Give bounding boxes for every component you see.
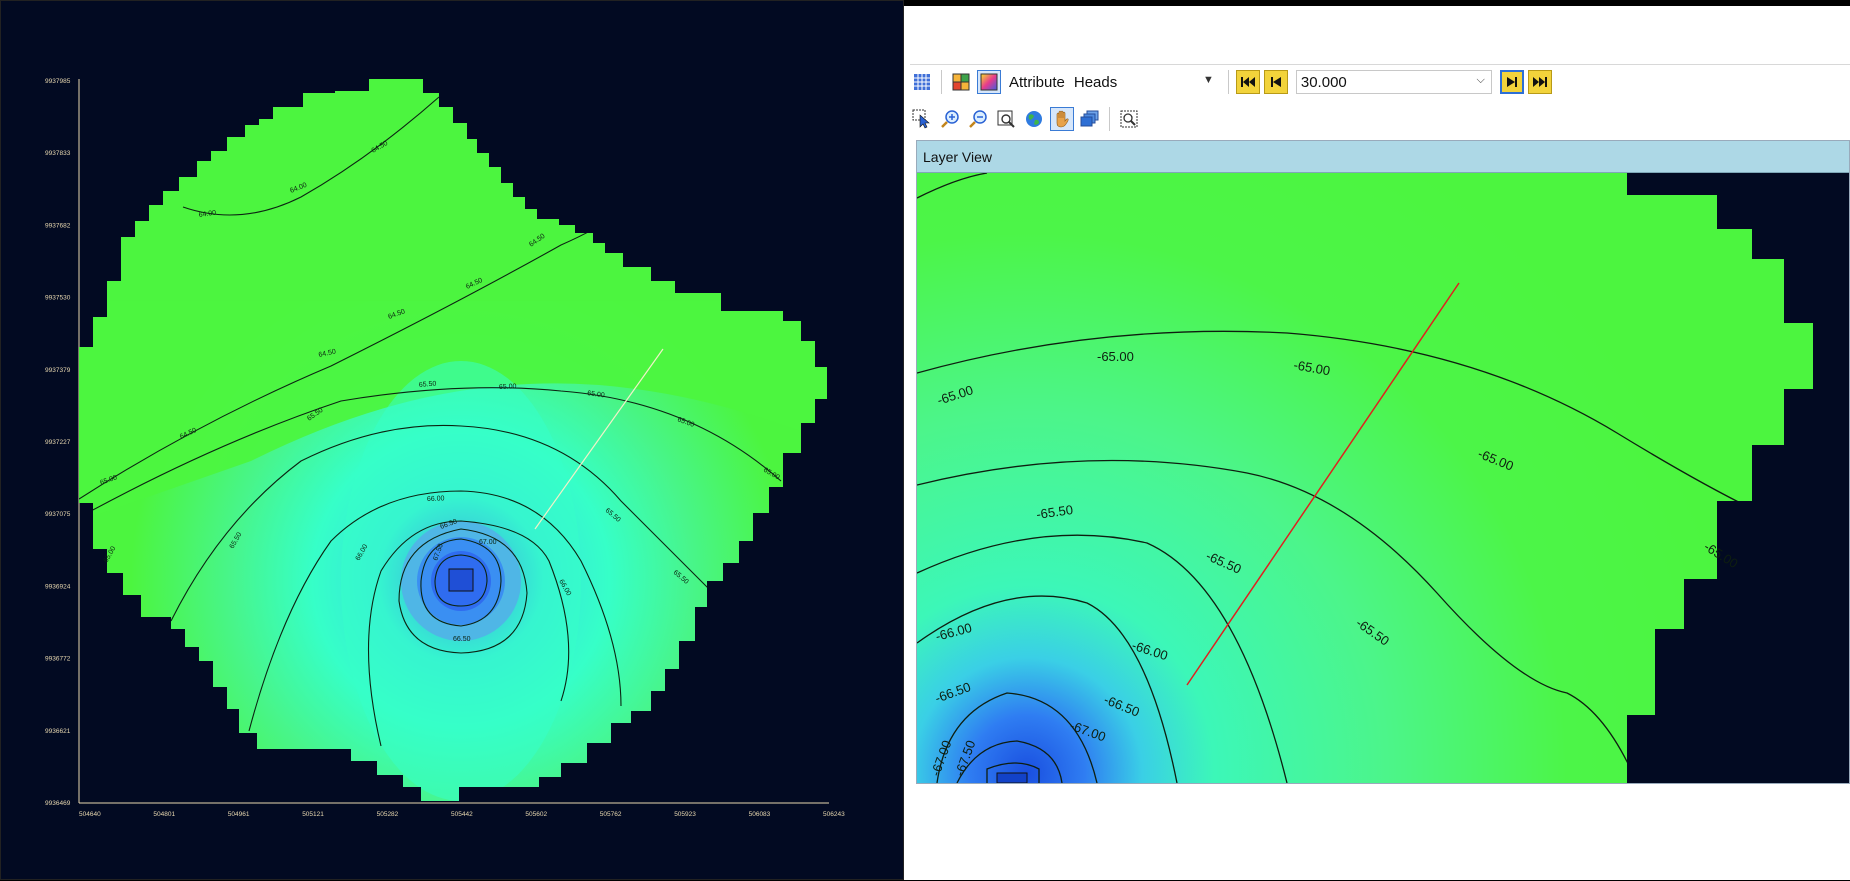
contour-label: 64.50 xyxy=(318,348,337,359)
last-frame-icon[interactable] xyxy=(1527,70,1552,94)
x-tick-label: 504961 xyxy=(228,811,250,818)
y-tick-label: 9936772 xyxy=(45,656,71,663)
contour-label: -65.00 xyxy=(1097,349,1134,364)
chevron-down-icon: ⌵ xyxy=(1476,74,1485,86)
x-tick-label: 505923 xyxy=(674,811,696,818)
globe-icon[interactable] xyxy=(1022,107,1046,131)
y-tick-label: 9937379 xyxy=(45,367,71,374)
x-tick-label: 505282 xyxy=(377,811,399,818)
dropdown-arrow-icon: ▼ xyxy=(1202,74,1214,86)
pan-hand-icon[interactable] xyxy=(1050,107,1074,131)
cross-section-line[interactable] xyxy=(1186,282,1460,686)
y-tick-label: 9937227 xyxy=(45,439,71,446)
color-grid-icon[interactable] xyxy=(949,70,973,94)
zoom-extent-icon[interactable] xyxy=(994,107,1018,131)
x-axis-ticks: 504640 504801 504961 505121 505282 505442 5056… xyxy=(79,811,845,818)
x-tick-label: 504640 xyxy=(79,811,101,818)
y-tick-label: 9937682 xyxy=(45,222,71,229)
contour-label: 67.00 xyxy=(479,539,497,546)
y-tick-label: 9936924 xyxy=(45,583,71,590)
zoom-window-icon[interactable] xyxy=(1117,107,1141,131)
layer-view-title: Layer View xyxy=(917,141,1849,173)
contour-label: 65.00 xyxy=(587,390,605,399)
layers-icon[interactable] xyxy=(1078,107,1102,131)
x-tick-label: 505602 xyxy=(525,811,547,818)
contour-label: 66.00 xyxy=(427,495,445,503)
navigation-toolbar xyxy=(910,102,1141,136)
x-tick-label: 505762 xyxy=(600,811,622,818)
x-tick-label: 506243 xyxy=(823,811,845,818)
head-field xyxy=(79,79,827,801)
time-step-select[interactable]: 30.000 ⌵ xyxy=(1295,70,1492,94)
first-frame-icon[interactable] xyxy=(1235,70,1260,94)
x-tick-label: 504801 xyxy=(153,811,175,818)
select-pointer-icon[interactable] xyxy=(910,107,934,131)
x-tick-label: 506083 xyxy=(749,811,771,818)
next-frame-icon[interactable] xyxy=(1499,70,1524,94)
attribute-label: Attribute xyxy=(1009,73,1065,91)
contour-label: 66.50 xyxy=(453,636,471,643)
attribute-value: Heads xyxy=(1073,73,1118,91)
contour-label: -65.00 xyxy=(1292,357,1331,378)
y-tick-label: 9936621 xyxy=(45,728,71,735)
contour-map-panel: 9937985 9937833 9937682 9937530 9937379 99372… xyxy=(0,0,904,880)
zoom-out-icon[interactable] xyxy=(966,107,990,131)
attribute-toolbar: Attribute Heads ▼ 30.000 ⌵ xyxy=(910,64,1850,99)
contour-label: 65.00 xyxy=(499,383,517,391)
color-map-icon[interactable] xyxy=(977,70,1001,94)
x-tick-label: 505442 xyxy=(451,811,473,818)
contour-map-plot: 9937985 9937833 9937682 9937530 9937379 99372… xyxy=(45,78,845,818)
y-tick-label: 9937985 xyxy=(45,78,71,85)
time-step-value: 30.000 xyxy=(1300,73,1347,91)
contour-label: 64.00 xyxy=(198,210,216,219)
contour-label: 65.50 xyxy=(419,380,437,389)
layer-view-window: Attribute Heads ▼ 30.000 ⌵ xyxy=(904,6,1850,880)
x-tick-label: 505121 xyxy=(302,811,324,818)
y-tick-label: 9937833 xyxy=(45,150,71,157)
grid-icon[interactable] xyxy=(910,70,934,94)
y-axis-ticks: 9937985 9937833 9937682 9937530 9937379 99372… xyxy=(45,78,71,807)
zoom-in-icon[interactable] xyxy=(938,107,962,131)
previous-frame-icon[interactable] xyxy=(1263,70,1288,94)
y-tick-label: 9936469 xyxy=(45,800,71,807)
y-tick-label: 9937075 xyxy=(45,511,71,518)
layer-view-map[interactable]: -65.00-65.00-65.00-65.00-65.00-65.50-65.… xyxy=(917,173,1849,783)
contour-label: -65.50 xyxy=(1035,502,1074,522)
layer-view-pane: Layer View xyxy=(916,140,1850,784)
attribute-select[interactable]: Heads ▼ xyxy=(1068,70,1221,94)
y-tick-label: 9937530 xyxy=(45,295,71,302)
